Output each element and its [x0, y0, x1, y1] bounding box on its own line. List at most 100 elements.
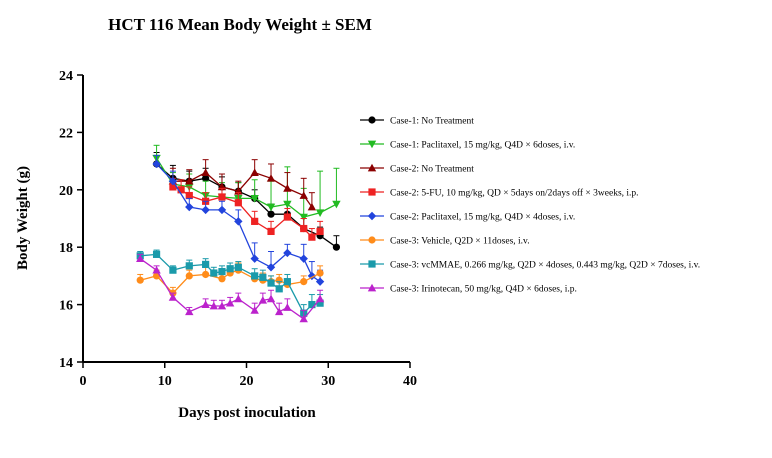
data-point: [332, 200, 341, 209]
data-point: [185, 191, 193, 200]
data-point: [169, 183, 177, 191]
data-point: [234, 263, 242, 271]
data-point: [218, 267, 226, 276]
chart-title: HCT 116 Mean Body Weight ± SEM: [108, 15, 372, 34]
data-point: [275, 285, 283, 293]
data-point: [210, 269, 218, 277]
data-point: [201, 205, 210, 215]
data-point: [225, 298, 235, 307]
y-axis-label: Body Weight (g): [15, 166, 31, 270]
data-point: [267, 210, 275, 218]
legend-marker: [367, 140, 377, 149]
legend-marker: [368, 236, 376, 244]
series-5: [152, 154, 325, 286]
data-point: [209, 301, 218, 310]
legend: Case-1: No Treatment Case-1: Paclitaxel, …: [360, 116, 700, 295]
legend-marker: [367, 163, 377, 172]
data-point: [218, 275, 226, 283]
data-point: [275, 307, 284, 316]
data-point: [177, 186, 185, 194]
legend-marker: [367, 283, 377, 292]
axes: 14 16 18 20 22 24 0 10 20 30 40: [59, 69, 417, 389]
legend-marker: [368, 260, 376, 268]
data-point: [307, 202, 317, 211]
legend-label: Case-2: Paclitaxel, 15 mg/kg, Q4D × 4dos…: [390, 213, 575, 223]
data-point: [218, 193, 226, 201]
data-point: [299, 213, 308, 222]
series-line: [139, 258, 321, 320]
data-point: [267, 227, 275, 236]
legend-entry-8: Case-3: Irinotecan, 50 mg/kg, Q4D × 6dos…: [360, 283, 577, 295]
data-point: [202, 260, 210, 269]
y-tick-label: 22: [59, 126, 73, 141]
data-point: [251, 217, 259, 225]
data-point: [185, 176, 194, 185]
data-point: [258, 296, 268, 304]
data-point: [234, 294, 243, 303]
data-point: [308, 301, 316, 309]
data-point: [316, 269, 324, 277]
series-line: [156, 163, 321, 283]
x-tick-label: 0: [80, 374, 87, 389]
y-tick-label: 14: [59, 356, 73, 371]
x-tick-label: 40: [403, 374, 417, 389]
data-point: [299, 254, 308, 263]
y-tick-label: 16: [59, 299, 73, 314]
legend-marker: [368, 116, 376, 124]
legend-entry-7: Case-3: vcMMAE, 0.266 mg/kg, Q2D × 4dose…: [360, 260, 700, 271]
data-point: [152, 265, 161, 274]
legend-entry-2: Case-1: Paclitaxel, 15 mg/kg, Q4D × 6dos…: [360, 141, 575, 151]
series-layer: [136, 144, 341, 323]
data-point: [316, 299, 324, 307]
legend-entry-1: Case-1: No Treatment: [360, 116, 474, 127]
legend-label: Case-2: No Treatment: [390, 165, 474, 175]
data-point: [283, 303, 292, 311]
data-point: [169, 266, 177, 274]
data-point: [299, 191, 308, 199]
x-tick-label: 10: [158, 374, 172, 389]
legend-entry-4: Case-2: 5-FU, 10 mg/kg, QD × 5days on/2d…: [360, 188, 639, 199]
data-point: [300, 224, 308, 233]
legend-label: Case-3: Irinotecan, 50 mg/kg, Q4D × 6dos…: [390, 285, 577, 295]
data-point: [267, 279, 275, 287]
legend-label: Case-3: Vehicle, Q2D × 11doses, i.v.: [390, 237, 530, 247]
data-point: [185, 307, 194, 316]
data-point: [152, 250, 161, 258]
y-tick-label: 24: [59, 69, 73, 84]
data-point: [308, 233, 316, 241]
data-point: [185, 272, 193, 280]
data-point: [250, 306, 259, 314]
data-point: [283, 278, 291, 286]
legend-entry-5: Case-2: Paclitaxel, 15 mg/kg, Q4D × 4dos…: [360, 211, 575, 223]
data-point: [250, 195, 259, 203]
data-point: [315, 209, 325, 217]
data-point: [266, 294, 276, 303]
y-tick-label: 20: [59, 184, 73, 199]
data-point: [315, 277, 325, 286]
data-point: [226, 265, 234, 273]
series-8: [136, 253, 325, 323]
data-point: [283, 200, 292, 209]
data-point: [234, 217, 243, 226]
legend-entry-3: Case-2: No Treatment: [360, 163, 474, 175]
data-point: [202, 270, 210, 279]
data-point: [259, 273, 267, 281]
data-point: [234, 199, 242, 207]
data-point: [136, 254, 145, 263]
data-point: [251, 272, 259, 280]
data-point: [299, 314, 308, 323]
legend-label: Case-3: vcMMAE, 0.266 mg/kg, Q2D × 4dose…: [390, 261, 700, 271]
data-point: [316, 227, 324, 236]
x-axis-label: Days post inoculation: [178, 405, 316, 421]
legend-entry-6: Case-3: Vehicle, Q2D × 11doses, i.v.: [360, 236, 530, 247]
legend-label: Case-1: No Treatment: [390, 117, 474, 127]
data-point: [217, 301, 227, 310]
data-point: [283, 213, 291, 221]
data-point: [283, 184, 292, 192]
data-point: [168, 293, 178, 301]
data-point: [250, 168, 259, 176]
data-point: [185, 202, 194, 212]
data-point: [300, 278, 308, 286]
